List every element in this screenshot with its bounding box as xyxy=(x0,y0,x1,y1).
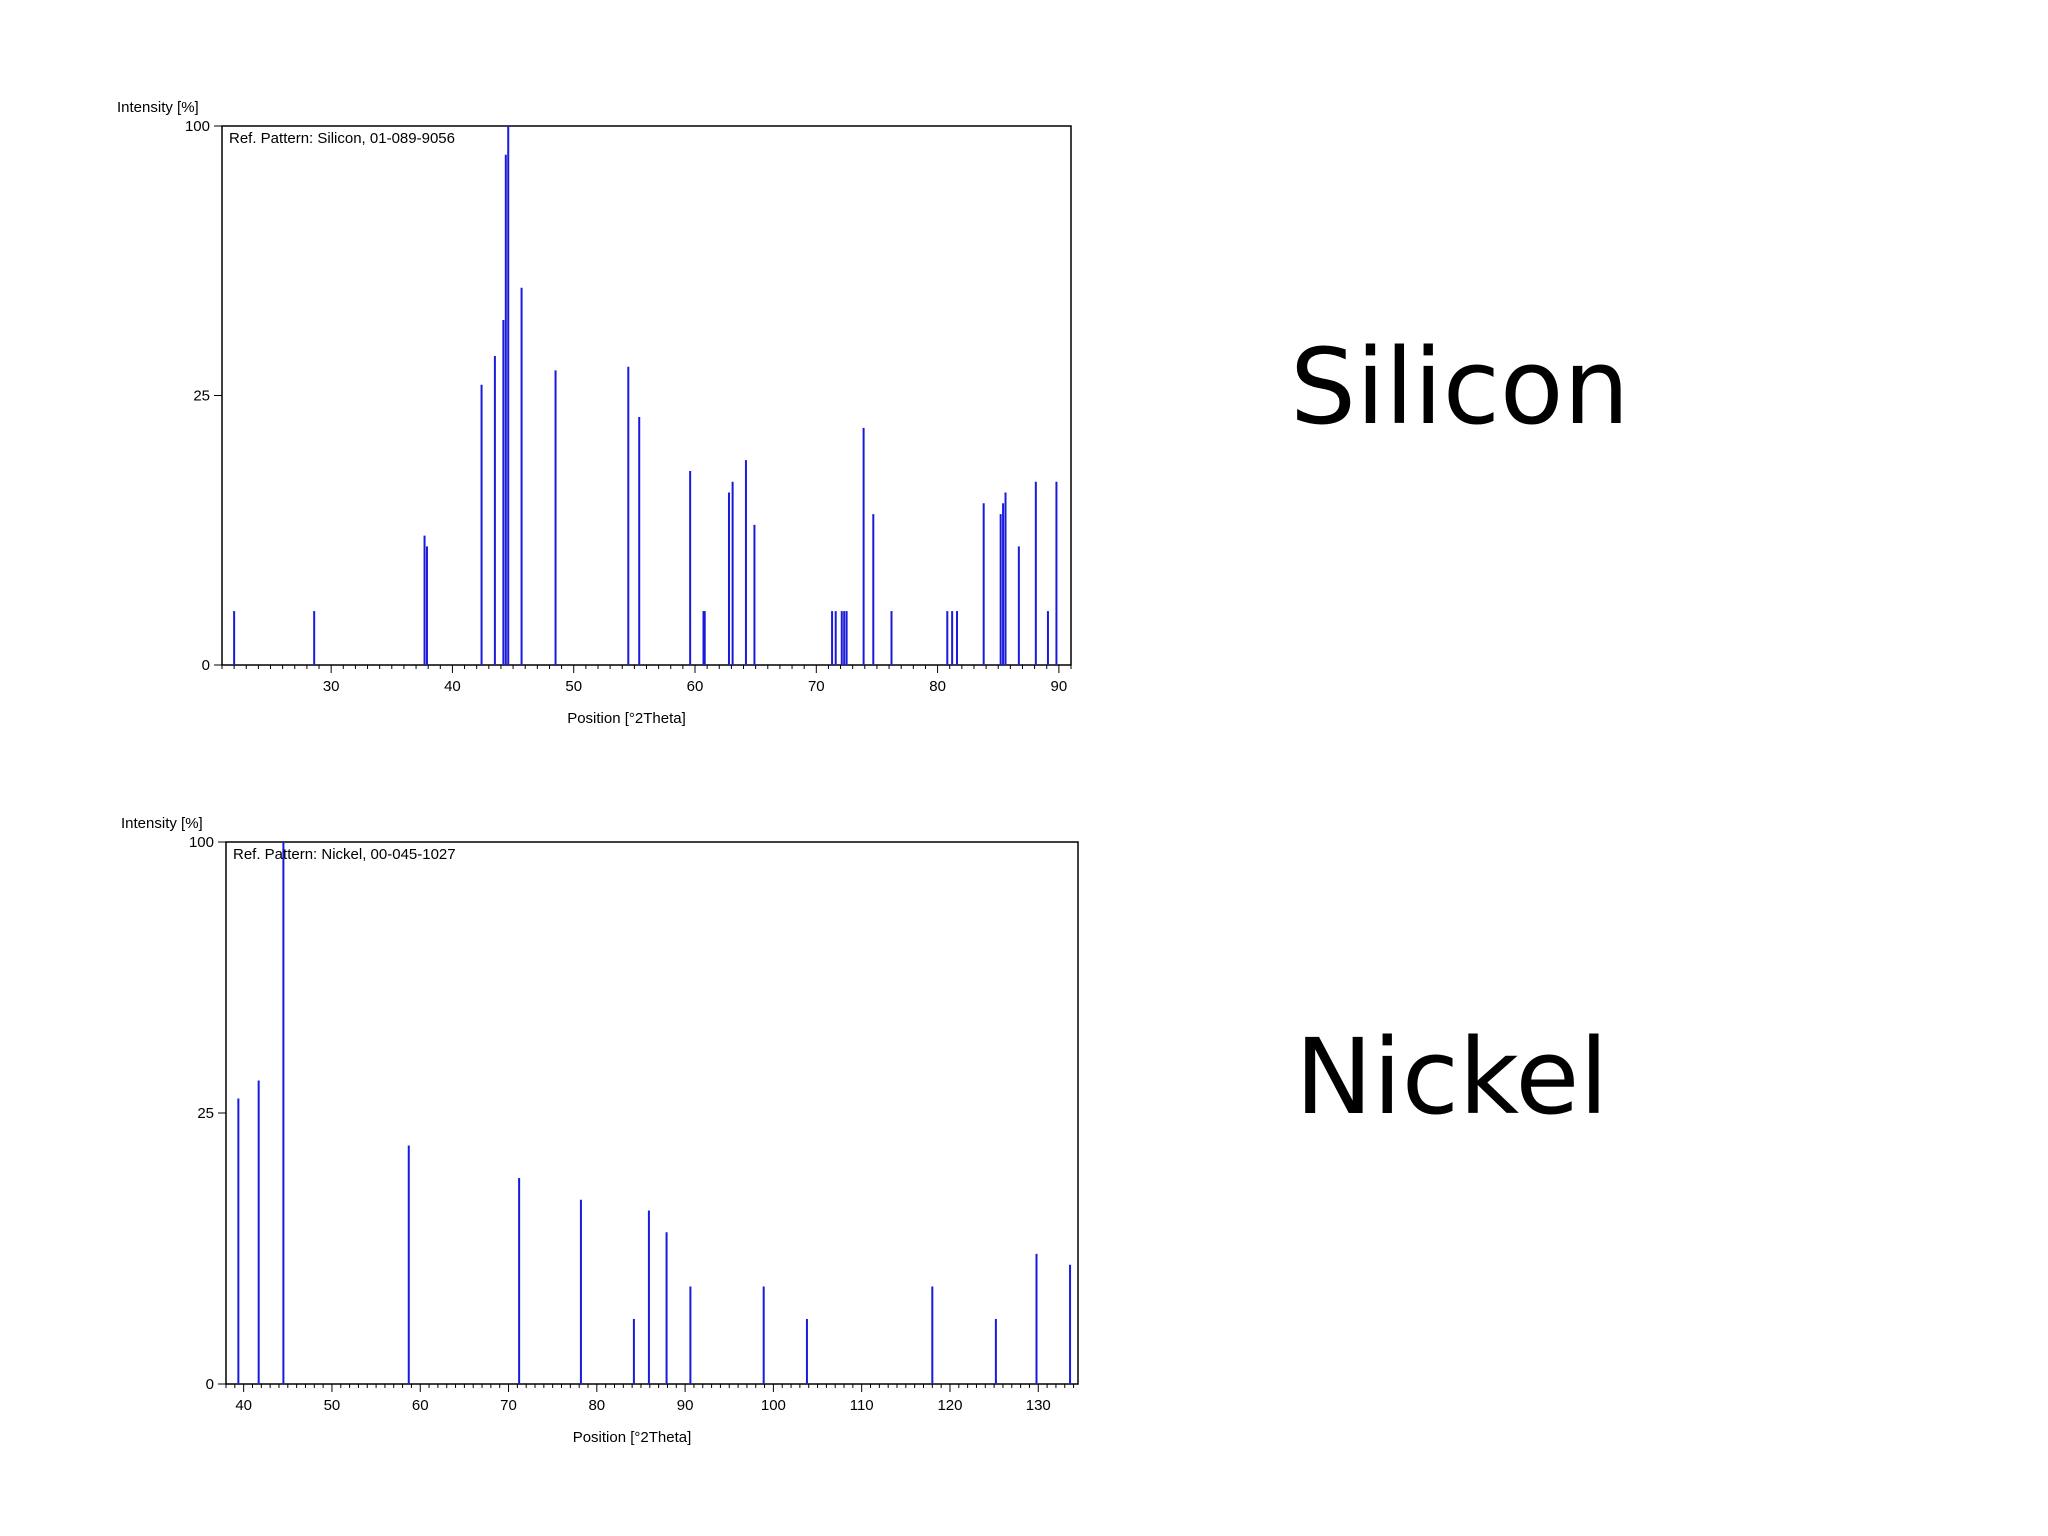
x-tick-label: 70 xyxy=(808,678,825,695)
y-tick-label: 100 xyxy=(189,834,214,851)
x-tick-label: 90 xyxy=(1051,678,1068,695)
x-tick-label: 90 xyxy=(677,1397,694,1414)
y-tick-label: 25 xyxy=(193,388,210,405)
label-silicon: Silicon xyxy=(1290,326,1630,448)
plot-frame xyxy=(225,841,1079,1385)
ref-pattern-annotation: Ref. Pattern: Silicon, 01-089-9056 xyxy=(229,130,455,147)
chart-1: 40 50 60 70 80 90 100 110 120 130 0 25 100 Intensity … xyxy=(121,815,1079,1446)
label-nickel: Nickel xyxy=(1295,1016,1609,1138)
x-axis-label: Position [°2Theta] xyxy=(567,710,686,727)
x-tick-label: 80 xyxy=(929,678,946,695)
x-tick-label: 110 xyxy=(850,1397,874,1414)
x-tick-label: 120 xyxy=(937,1397,962,1414)
x-tick-label: 100 xyxy=(761,1397,786,1414)
x-tick-label: 130 xyxy=(1026,1397,1051,1414)
chart-0: 30 40 50 60 70 80 90 0 25 100 Intensity [%] Positio… xyxy=(117,99,1072,727)
x-tick-label: 80 xyxy=(588,1397,605,1414)
y-tick-label: 0 xyxy=(206,1376,214,1393)
y-tick-label: 0 xyxy=(202,657,210,674)
y-axis-label: Intensity [%] xyxy=(117,99,199,116)
y-tick-label: 100 xyxy=(185,118,210,135)
x-tick-label: 70 xyxy=(500,1397,517,1414)
x-tick-label: 50 xyxy=(324,1397,341,1414)
y-axis-label: Intensity [%] xyxy=(121,815,203,832)
x-tick-label: 50 xyxy=(565,678,582,695)
ref-pattern-annotation: Ref. Pattern: Nickel, 00-045-1027 xyxy=(233,846,456,863)
x-tick-label: 40 xyxy=(444,678,461,695)
x-tick-label: 40 xyxy=(235,1397,252,1414)
y-tick-label: 25 xyxy=(197,1105,214,1122)
x-tick-label: 60 xyxy=(412,1397,429,1414)
x-tick-label: 60 xyxy=(687,678,704,695)
x-axis-label: Position [°2Theta] xyxy=(573,1429,692,1446)
plot-frame xyxy=(221,125,1072,666)
x-tick-label: 30 xyxy=(323,678,340,695)
